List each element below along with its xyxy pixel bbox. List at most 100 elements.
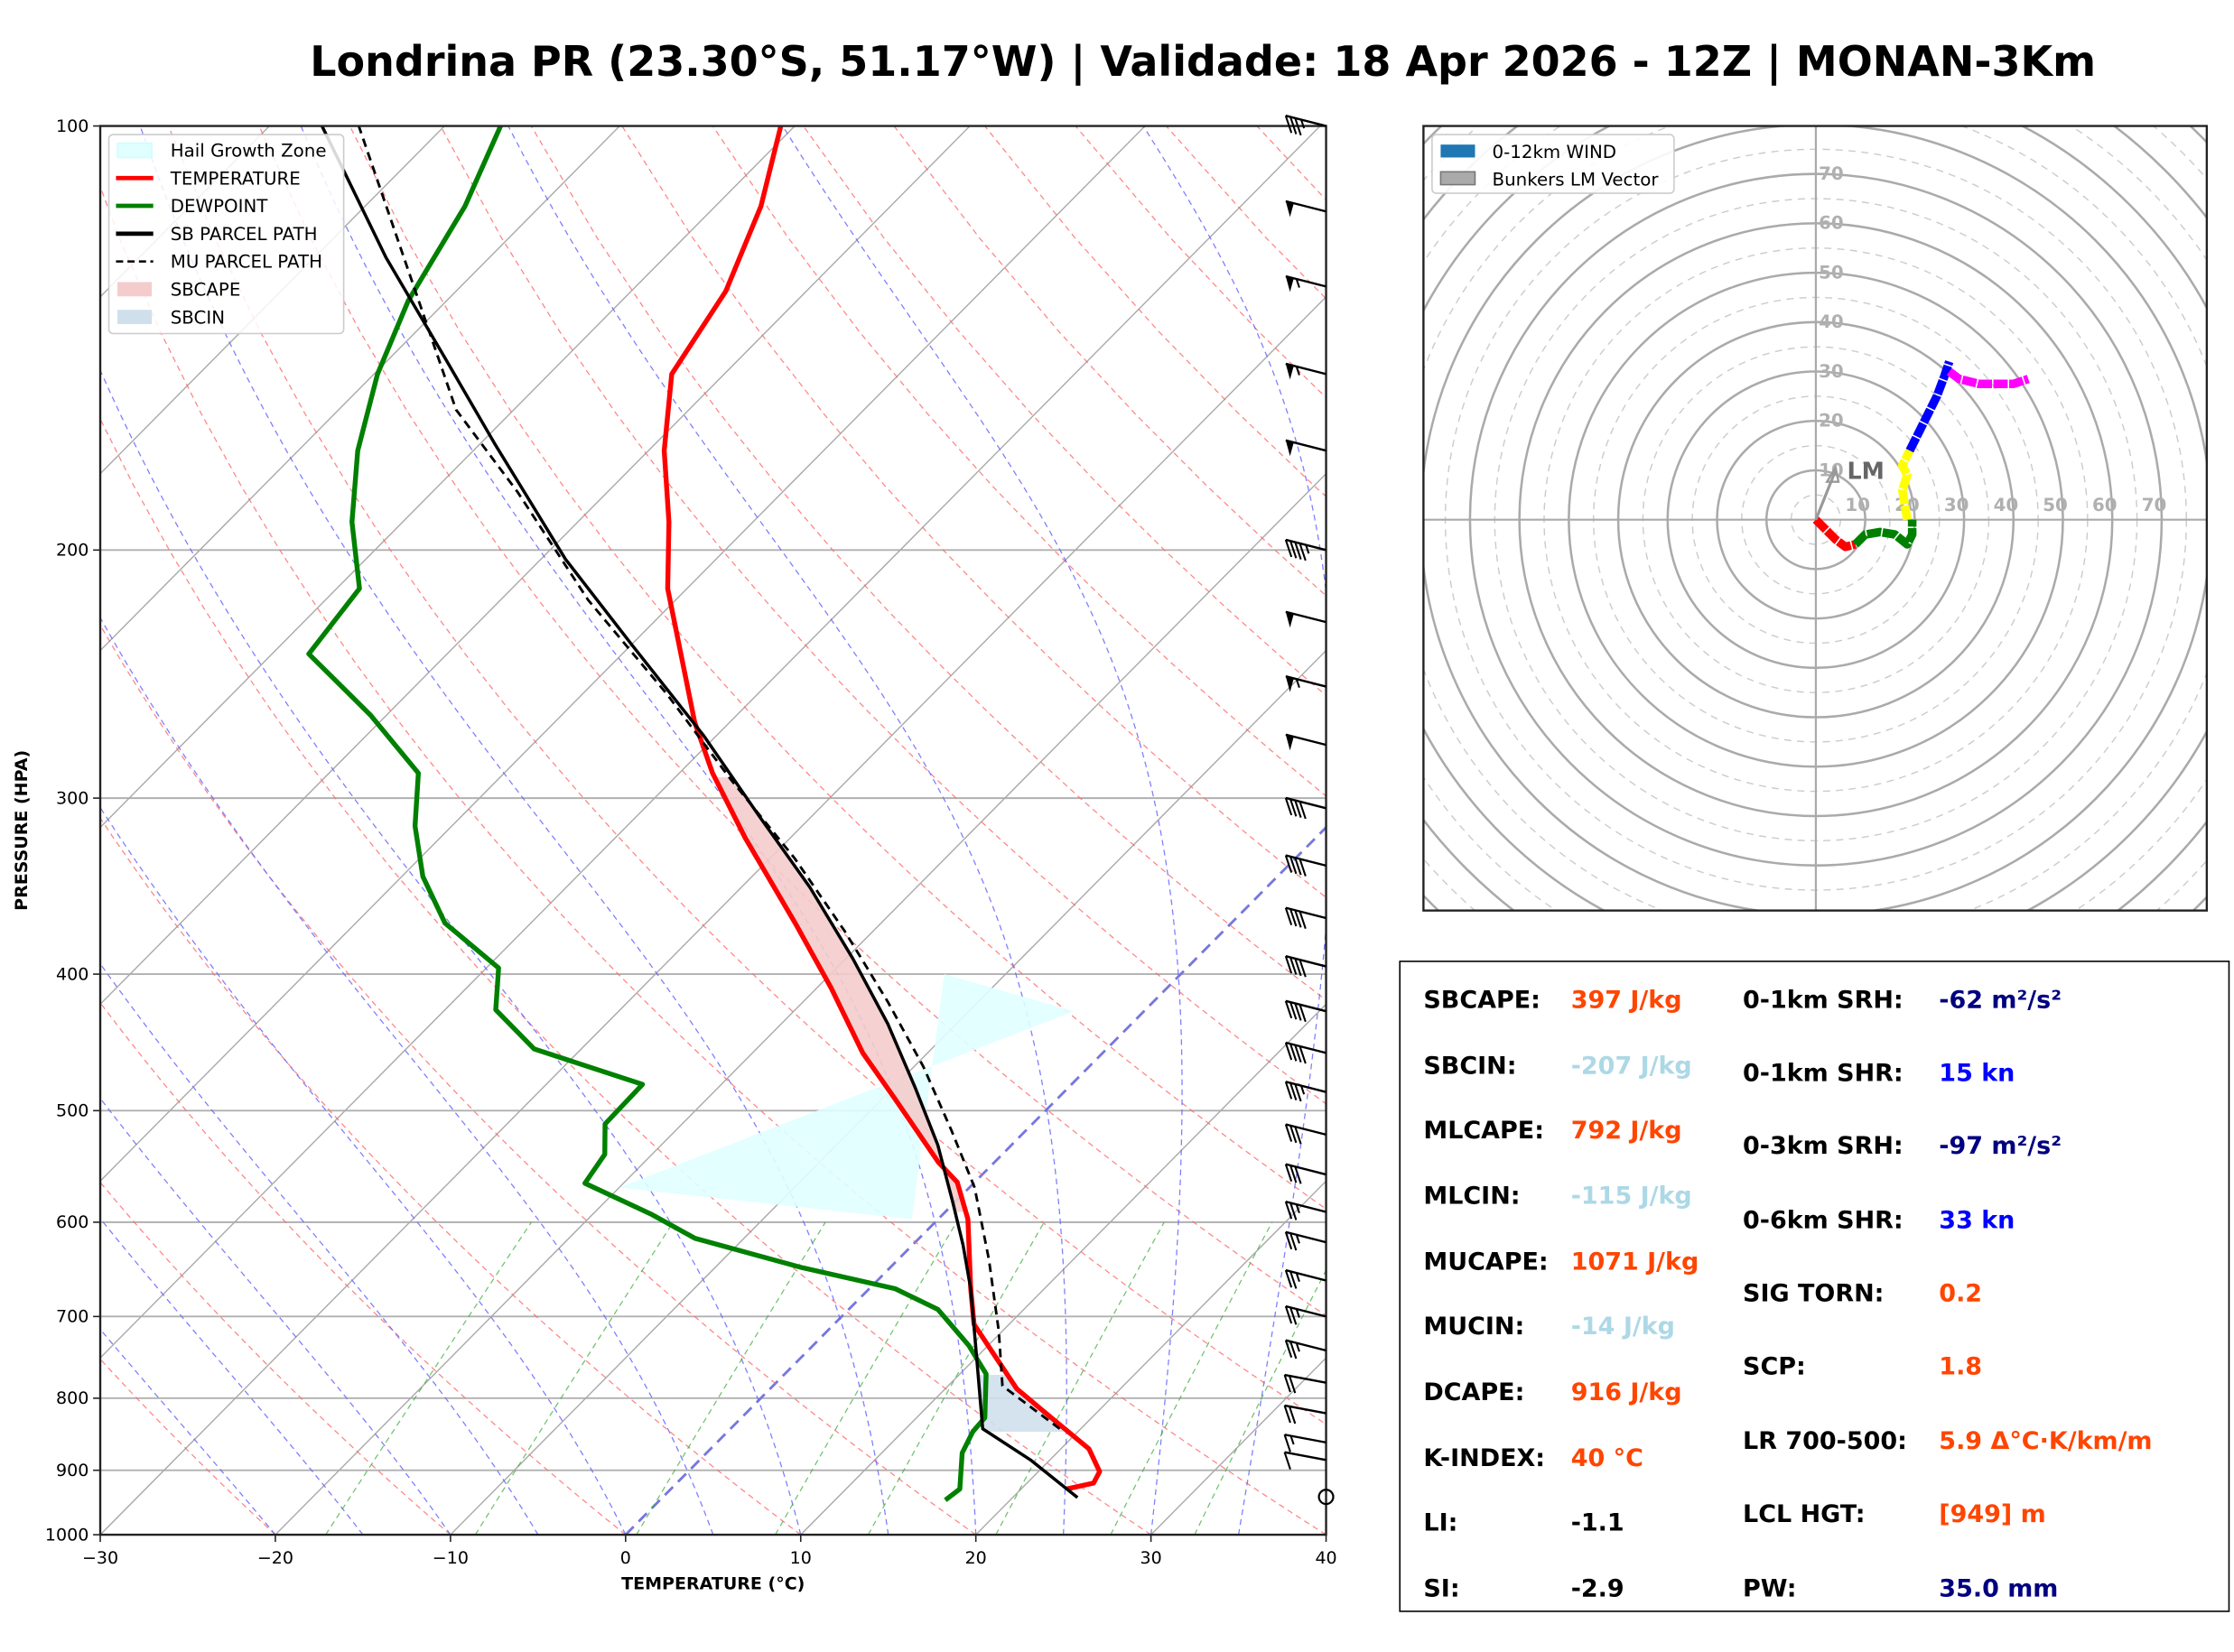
- barb-flag: [1284, 1201, 1293, 1220]
- barb-staff: [1285, 854, 1326, 868]
- sbcape-area: [714, 777, 966, 1212]
- stat-label: 0-1km SHR:: [1743, 1059, 1904, 1089]
- barb-flag: [1284, 539, 1293, 558]
- barb-staff: [1285, 1339, 1326, 1352]
- barb-flag: [1294, 1003, 1302, 1021]
- hodograph-legend: 0-12km WIND Bunkers LM Vector: [1431, 134, 1675, 194]
- dewpoint-line: [306, 125, 989, 1502]
- hail-growth-zone: [619, 974, 1075, 1220]
- barb-staff: [1285, 1200, 1326, 1213]
- barb-half-flag: [1295, 1342, 1300, 1352]
- legend-label: TEMPERATURE: [170, 168, 301, 189]
- plot-frame: [98, 125, 1327, 1536]
- barb-flag: [1294, 1083, 1302, 1102]
- x-axis-label: TEMPERATURE (°C): [621, 1573, 805, 1593]
- barb-flag: [1289, 1232, 1298, 1251]
- barb-pennant: [1285, 734, 1294, 751]
- barb-flag: [1294, 909, 1302, 928]
- barb-flag: [1284, 1164, 1293, 1183]
- wind-barb: [1284, 1123, 1326, 1145]
- hodo-ring-label-x: 10: [1845, 495, 1870, 515]
- mixing-ratio-line: [1194, 1268, 1326, 1536]
- barb-flag: [1289, 1001, 1298, 1020]
- y-tick-label: 600: [56, 1212, 88, 1232]
- mixing-ratio-line: [995, 1221, 1165, 1536]
- skew-t-legend: Hail Growth Zone TEMPERATURE DEWPOINT SB PA…: [107, 134, 345, 335]
- x-tick-label: −20: [257, 1548, 293, 1568]
- barb-flag: [1284, 1305, 1293, 1324]
- barb-staff: [1285, 1041, 1326, 1054]
- stat-label: LR 700-500:: [1743, 1427, 1907, 1456]
- stat-label: DCAPE:: [1423, 1378, 1525, 1407]
- barb-flag: [1284, 855, 1293, 873]
- stat-label: MLCIN:: [1423, 1182, 1521, 1211]
- mixing-ratio-line: [636, 1221, 826, 1536]
- dry-adiabat: [349, 125, 1326, 1210]
- legend-swatch: [117, 282, 153, 297]
- wind-barb: [1284, 999, 1326, 1023]
- barb-flag: [1284, 1042, 1293, 1061]
- mu-parcel-line: [357, 125, 1061, 1430]
- figure-title: Londrina PR (23.30°S, 51.17°W) | Validad…: [310, 37, 2097, 87]
- barb-pennant: [1285, 363, 1294, 380]
- wind-barb: [1284, 1268, 1326, 1289]
- temperature-line: [661, 125, 1103, 1492]
- barb-staff: [1285, 999, 1326, 1013]
- stat-value: -207 J/kg: [1570, 1052, 1692, 1081]
- hodo-segment: [1905, 360, 1954, 453]
- hodo-ring-label-y: 30: [1819, 361, 1844, 382]
- hodo-ring-label-x: 30: [1944, 495, 1969, 515]
- barb-flag: [1299, 543, 1307, 561]
- freezing-isotherm: [624, 825, 1326, 1536]
- y-tick-label: 100: [56, 116, 88, 136]
- stat-value: -1.1: [1570, 1508, 1624, 1538]
- barb-flag: [1284, 1081, 1293, 1100]
- sb-parcel-line: [321, 125, 1079, 1499]
- stat-label: LI:: [1423, 1508, 1458, 1538]
- barb-flag: [1284, 115, 1293, 134]
- y-tick-label: 800: [56, 1388, 88, 1408]
- barb-flag: [1294, 1044, 1302, 1063]
- barb-flag: [1294, 117, 1302, 136]
- stat-label: MUCAPE:: [1423, 1248, 1549, 1277]
- barb-pennant: [1285, 611, 1294, 628]
- stat-value: -62 m²/s²: [1939, 986, 2062, 1016]
- mixing-ratio-line: [867, 1221, 1045, 1536]
- barb-flag: [1299, 911, 1307, 929]
- barb-half-flag: [1299, 1085, 1306, 1095]
- wind-barb: [1284, 1230, 1326, 1251]
- barb-half-flag: [1295, 366, 1300, 376]
- barb-half-flag: [1295, 1203, 1300, 1213]
- legend-box: [107, 134, 345, 335]
- barb-flag: [1289, 1165, 1298, 1183]
- barb-staff: [1285, 955, 1326, 968]
- hodo-ring-label-x: 70: [2142, 495, 2167, 515]
- stat-label: MLCAPE:: [1423, 1117, 1545, 1146]
- barb-pennant: [1285, 440, 1294, 457]
- moist-adiabat: [100, 1328, 276, 1536]
- wind-barb: [1284, 1339, 1326, 1360]
- moist-adiabat: [100, 1097, 451, 1536]
- barb-flag: [1289, 957, 1298, 975]
- stat-value: -97 m²/s²: [1939, 1132, 2062, 1162]
- dry-adiabat: [100, 417, 1151, 1536]
- dry-adiabat: [712, 125, 1326, 797]
- barb-flag: [1284, 1124, 1293, 1142]
- moist-adiabat: [507, 125, 1067, 1536]
- y-tick-label: 300: [56, 788, 88, 808]
- y-tick-label: 700: [56, 1307, 88, 1327]
- barb-flag: [1289, 1271, 1298, 1289]
- barb-staff: [1285, 1230, 1326, 1244]
- moist-adiabat: [1142, 125, 1326, 1536]
- stat-value: 397 J/kg: [1570, 986, 1682, 1016]
- wind-barb: [1284, 538, 1326, 561]
- mixing-ratio-line: [474, 1221, 675, 1536]
- stat-value: 33 kn: [1939, 1206, 2015, 1236]
- y-tick-label: 400: [56, 964, 88, 984]
- wind-barb: [1284, 955, 1326, 978]
- stat-label: 0-6km SHR:: [1743, 1206, 1904, 1236]
- dry-adiabat: [258, 125, 1326, 1317]
- dry-adiabat: [100, 1001, 627, 1536]
